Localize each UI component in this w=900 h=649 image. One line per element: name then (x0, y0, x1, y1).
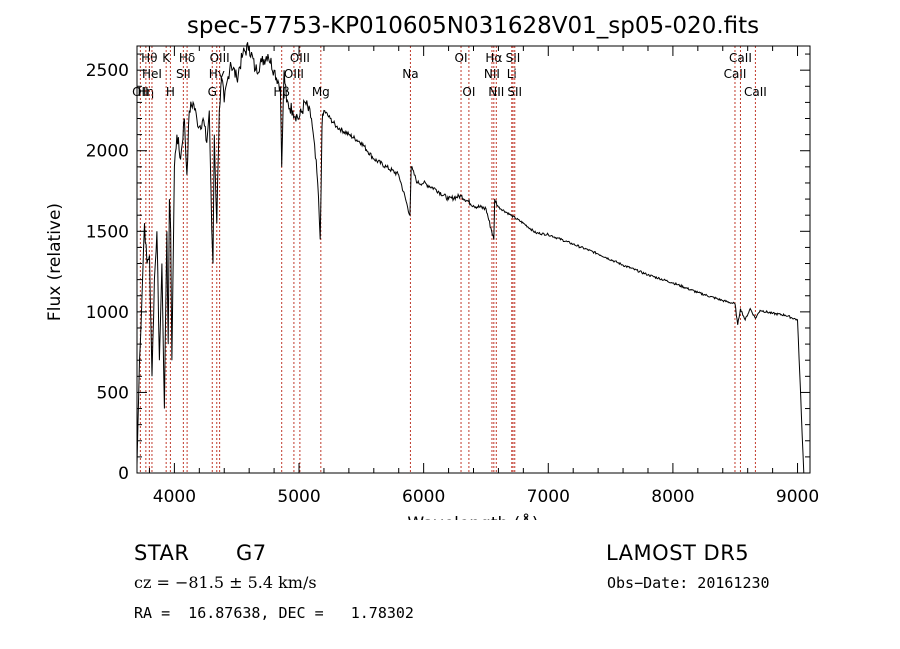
x-tick-label: 5000 (277, 487, 320, 507)
spectral-line-label: SII (506, 51, 521, 65)
coordinates-text: RA = 16.87638, DEC = 1.78302 (134, 604, 414, 622)
x-tick-label: 8000 (651, 487, 694, 507)
spectral-line-label: OI (455, 51, 468, 65)
x-tick-label: 6000 (402, 487, 445, 507)
spectral-line-label: CaII (744, 85, 767, 99)
y-axis: 0 500 1000 1500 2000 2500 (86, 53, 810, 484)
redshift-text: cz = −81.5 ± 5.4 km/s (134, 573, 317, 592)
spectral-line-label: Li (507, 67, 517, 81)
spectral-line-label: Hγ (209, 67, 225, 81)
y-tick-label: 2000 (86, 142, 129, 162)
spectral-line-label: K (162, 51, 171, 65)
x-tick-label: 4000 (153, 487, 196, 507)
spectral-line-label: Na (402, 67, 418, 81)
spectral-line-label: SII (176, 67, 191, 81)
x-tick-label: 9000 (776, 487, 819, 507)
y-tick-label: 1000 (86, 303, 129, 323)
object-class: STAR (134, 541, 190, 565)
survey-label: LAMOST DR5 (606, 541, 750, 565)
object-subclass: G7 (236, 541, 267, 565)
spectral-line-label: OII (132, 85, 149, 99)
spectral-line-label: H (166, 85, 175, 99)
spectrum-series (136, 42, 805, 474)
y-axis-label: Flux (relative) (45, 203, 65, 321)
spectral-line-label: Hθ (141, 51, 157, 65)
y-tick-label: 0 (118, 464, 129, 484)
spectral-line-label: NII (488, 85, 504, 99)
spectral-line-label: Hα (485, 51, 502, 65)
spectral-line-label: CaII (724, 67, 747, 81)
x-axis-label: Wavelength (Å) (407, 512, 538, 520)
spectral-line-label: Hδ (179, 51, 195, 65)
y-tick-label: 1500 (86, 222, 129, 242)
observation-date: Obs−Date: 20161230 (607, 574, 770, 592)
spectrum-chart: spec-57753-KP010605N031628V01_sp05-020.f… (45, 13, 819, 520)
spectral-line-label: OIII (284, 67, 304, 81)
x-tick-label: 7000 (527, 487, 570, 507)
spectral-line-label: OI (462, 85, 475, 99)
y-tick-label: 2500 (86, 61, 129, 81)
spectral-line-label: SII (507, 85, 522, 99)
spectral-line-label: OIII (290, 51, 310, 65)
spectral-line-label: Mg (312, 85, 330, 99)
spectral-line-label: CaII (729, 51, 752, 65)
spectral-line-label: HeI (142, 67, 162, 81)
spectral-line-label: NII (484, 67, 500, 81)
plot-frame (136, 45, 811, 474)
spectral-line-label: Hβ (273, 85, 290, 99)
chart-title: spec-57753-KP010605N031628V01_sp05-020.f… (187, 13, 759, 39)
spectral-line-label: Hη (138, 85, 155, 99)
y-tick-label: 500 (97, 383, 129, 403)
spectral-line-label: G (208, 85, 217, 99)
spectral-line-label: OIII (210, 51, 230, 65)
line-markers: OIIHηHθHeIKHSIIHδGHγOIIIHβOIIIOIIIMgNaOI… (132, 46, 767, 473)
x-axis: 4000 5000 6000 7000 8000 9000 (148, 46, 819, 507)
